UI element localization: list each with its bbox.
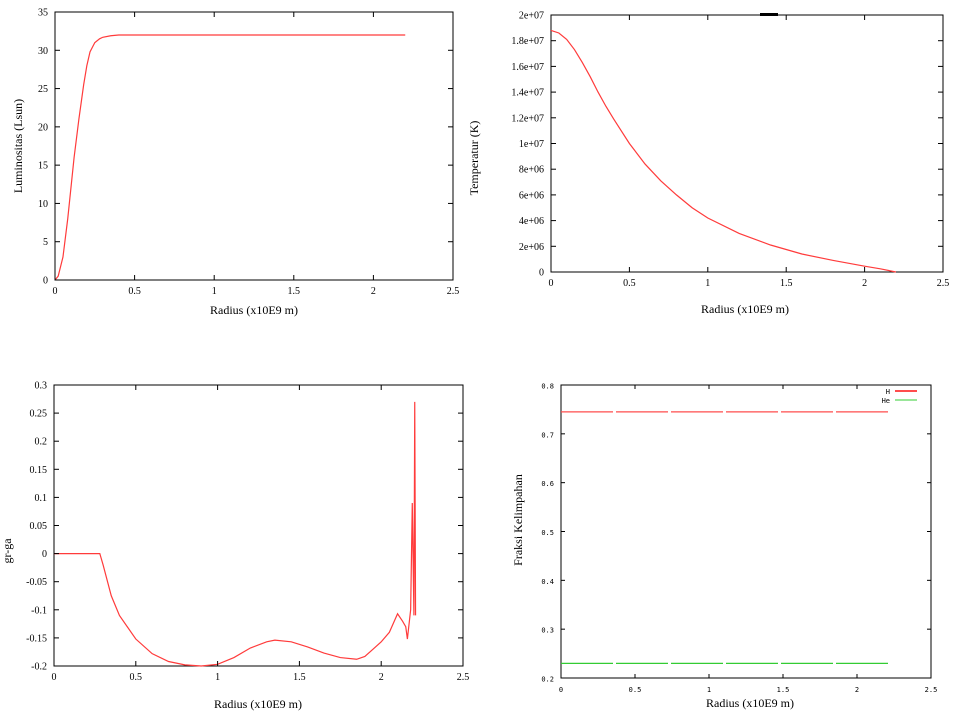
x-tick-label: 0 xyxy=(559,686,563,694)
series-line xyxy=(550,29,897,273)
x-tick-label: 0.5 xyxy=(130,672,143,683)
x-axis-label: Radius (x10E9 m) xyxy=(701,302,789,316)
y-tick-label: 15 xyxy=(38,161,48,172)
y-tick-label: 1.4e+07 xyxy=(511,88,544,99)
x-tick-label: 1 xyxy=(707,686,711,694)
y-axis-label: gr-ga xyxy=(0,538,14,564)
x-tick-label: 2 xyxy=(371,286,376,297)
legend-label-h: H xyxy=(886,388,890,396)
y-tick-label: -0.2 xyxy=(31,662,47,673)
y-tick-label: 0.6 xyxy=(541,480,554,488)
y-tick-label: 0.15 xyxy=(30,465,48,476)
x-tick-label: 0.5 xyxy=(128,286,141,297)
legend: H He xyxy=(882,388,917,405)
y-tick-label: 6e+06 xyxy=(519,190,544,201)
x-axis-label: Radius (x10E9 m) xyxy=(210,303,298,317)
y-tick-label: 25 xyxy=(38,84,48,95)
y-tick-label: -0.15 xyxy=(26,633,47,644)
y-tick-label: 5 xyxy=(43,237,48,248)
x-tick-label: 2.5 xyxy=(447,286,460,297)
y-tick-label: 2e+07 xyxy=(519,11,544,22)
x-tick-label: 0 xyxy=(52,672,57,683)
y-tick-label: 8e+06 xyxy=(519,165,544,176)
x-tick-label: 2 xyxy=(855,686,859,694)
x-tick-label: 0.5 xyxy=(623,278,636,289)
x-tick-label: 0.5 xyxy=(629,686,642,694)
x-tick-label: 2 xyxy=(379,672,384,683)
y-tick-label: 0.3 xyxy=(35,381,48,392)
series-line xyxy=(54,34,406,281)
series-line xyxy=(54,401,417,667)
x-tick-label: 0 xyxy=(53,286,58,297)
temperature-chart: 0 0.5 1 1.5 2 2.5 0 2e+06 4e+06 6e+06 8e+06 1e+07 1… xyxy=(467,11,949,317)
x-tick-label: 2.5 xyxy=(937,278,950,289)
gr-ga-chart: 0 0.5 1 1.5 2 2.5 -0.2 -0.15 -0.1 -0.05 0 0.05 0.1 0… xyxy=(0,381,469,712)
x-tick-label: 1 xyxy=(212,286,217,297)
y-tick-label: 1.8e+07 xyxy=(511,36,544,47)
x-axis-label: Radius (x10E9 m) xyxy=(214,697,302,711)
luminosity-chart: 0 0.5 1 1.5 2 2.5 0 5 10 15 20 25 30 35 Radius (x10E… xyxy=(11,8,459,318)
plot-frame xyxy=(550,14,944,273)
abundance-chart: H He 0 0.5 1 1.5 2 2.5 0.20.30.40.50.60.70.8 … xyxy=(511,383,937,711)
x-tick-label: 0 xyxy=(549,278,554,289)
y-tick-label: 20 xyxy=(38,122,48,133)
x-tick-label: 1 xyxy=(215,672,220,683)
y-tick-label: 0 xyxy=(539,268,544,279)
x-tick-label: 1.5 xyxy=(293,672,306,683)
y-tick-label: 35 xyxy=(38,8,48,19)
y-tick-label: 0.05 xyxy=(30,521,48,532)
plot-frame xyxy=(54,11,454,281)
x-tick-label: 1.5 xyxy=(780,278,793,289)
y-tick-label: 0.5 xyxy=(541,529,554,537)
y-axis-label: Luminositas (Lsun) xyxy=(11,99,25,193)
x-tick-label: 1 xyxy=(705,278,710,289)
y-tick-label: 1.2e+07 xyxy=(511,113,544,124)
y-tick-label: 0.3 xyxy=(541,627,554,635)
legend-label-he: He xyxy=(882,397,890,405)
x-tick-label: 1.5 xyxy=(777,686,790,694)
y-tick-label: 0 xyxy=(42,549,47,560)
y-axis-label: Temperatur (K) xyxy=(467,121,481,196)
y-tick-label: 10 xyxy=(38,199,48,210)
y-tick-label: -0.1 xyxy=(31,605,47,616)
y-tick-label: 0.2 xyxy=(541,676,554,684)
x-tick-label: 2 xyxy=(862,278,867,289)
y-tick-label: 1e+07 xyxy=(519,139,544,150)
plot-frame xyxy=(53,384,464,667)
y-tick-label: 30 xyxy=(38,46,48,57)
plot-frame xyxy=(560,384,932,679)
y-tick-label: 4e+06 xyxy=(519,216,544,227)
x-tick-label: 2.5 xyxy=(925,686,938,694)
y-tick-label: 0.4 xyxy=(541,578,554,586)
y-tick-label: 0.1 xyxy=(35,493,48,504)
x-tick-label: 2.5 xyxy=(457,672,470,683)
y-tick-label: -0.05 xyxy=(26,577,47,588)
y-tick-label: 0.25 xyxy=(30,409,48,420)
x-tick-label: 1.5 xyxy=(288,286,301,297)
y-tick-label: 0.2 xyxy=(35,437,48,448)
y-tick-label: 1.6e+07 xyxy=(511,62,544,73)
y-tick-label: 2e+06 xyxy=(519,242,544,253)
y-tick-label: 0.8 xyxy=(541,383,554,391)
x-axis-label: Radius (x10E9 m) xyxy=(706,696,794,710)
y-tick-label: 0.7 xyxy=(541,431,554,439)
y-axis-label: Fraksi Kelimpahan xyxy=(511,474,525,566)
top-marker xyxy=(760,13,778,16)
y-tick-label: 0 xyxy=(43,276,48,287)
